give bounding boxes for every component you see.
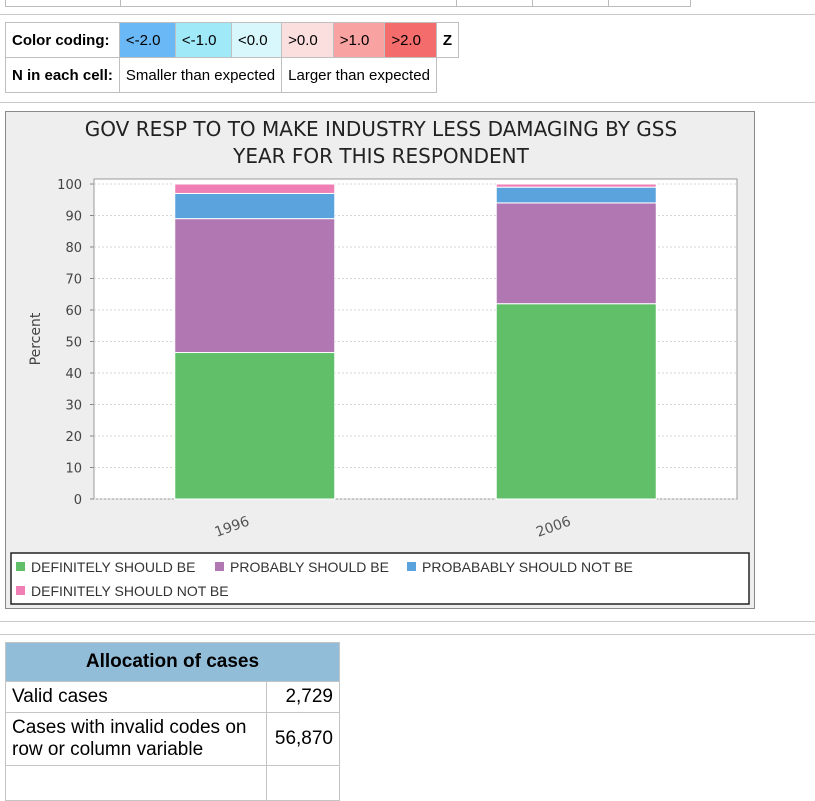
y-tick-label: 0 bbox=[74, 493, 82, 508]
table-row bbox=[5, 765, 340, 801]
legend-label: DEFINITELY SHOULD BE bbox=[31, 559, 195, 575]
y-axis-label: Percent bbox=[28, 312, 44, 365]
table-row: Valid cases 2,729 bbox=[5, 681, 340, 713]
row-label: Valid cases bbox=[5, 681, 267, 713]
legend-swatch bbox=[407, 562, 416, 571]
legend-label: DEFINITELY SHOULD NOT BE bbox=[31, 583, 229, 599]
y-tick-label: 80 bbox=[65, 241, 82, 256]
divider bbox=[0, 102, 815, 103]
bar-segment bbox=[495, 303, 657, 500]
bar-segment bbox=[174, 183, 336, 194]
bar-segment bbox=[174, 352, 336, 500]
y-tick-label: 30 bbox=[65, 399, 82, 414]
legend-swatch bbox=[16, 562, 25, 571]
allocation-table: Allocation of cases Valid cases 2,729 Ca… bbox=[5, 642, 340, 801]
table-row: Cases with invalid codes on row or colum… bbox=[5, 712, 340, 766]
z-bin-1: <-2.0 bbox=[118, 22, 176, 58]
legend-box bbox=[10, 552, 750, 605]
divider bbox=[0, 14, 815, 15]
row-label: Cases with invalid codes on row or colum… bbox=[5, 712, 267, 766]
divider bbox=[0, 621, 815, 622]
y-tick-label: 40 bbox=[65, 367, 82, 382]
z-bin-4: >0.0 bbox=[281, 22, 334, 58]
legend-swatch bbox=[16, 586, 25, 595]
row-value bbox=[266, 765, 340, 801]
legend-label: PROBABABLY SHOULD NOT BE bbox=[422, 559, 633, 575]
y-tick-label: 90 bbox=[65, 210, 82, 225]
x-tick-label: 2006 bbox=[534, 514, 573, 541]
larger-than-expected: Larger than expected bbox=[281, 57, 437, 93]
bar-segment bbox=[174, 192, 336, 220]
y-tick-label: 70 bbox=[65, 273, 82, 288]
allocation-header: Allocation of cases bbox=[5, 642, 340, 682]
stacked-bar-chart: GOV RESP TO TO MAKE INDUSTRY LESS DAMAGI… bbox=[10, 117, 750, 605]
z-bin-5: >1.0 bbox=[332, 22, 386, 58]
legend-swatch bbox=[215, 562, 224, 571]
y-tick-label: 100 bbox=[57, 178, 82, 193]
y-tick-label: 60 bbox=[65, 304, 82, 319]
chart-panel: GOV RESP TO TO MAKE INDUSTRY LESS DAMAGI… bbox=[5, 111, 755, 609]
z-bin-6: >2.0 bbox=[384, 22, 437, 58]
bar-segment bbox=[495, 183, 657, 188]
z-label: Z bbox=[435, 22, 460, 58]
bar-segment bbox=[174, 218, 336, 354]
y-tick-label: 20 bbox=[65, 430, 82, 445]
row-value: 2,729 bbox=[266, 681, 340, 713]
previous-table-bottom bbox=[5, 0, 691, 7]
smaller-than-expected: Smaller than expected bbox=[118, 57, 283, 93]
color-coding-legend: Color coding: <-2.0 <-1.0 <0.0 >0.0 >1.0… bbox=[5, 22, 460, 93]
bar-segment bbox=[495, 186, 657, 204]
z-bin-3: <0.0 bbox=[230, 22, 283, 58]
z-bin-2: <-1.0 bbox=[174, 22, 232, 58]
chart-title: GOV RESP TO TO MAKE INDUSTRY LESS DAMAGI… bbox=[85, 117, 677, 141]
n-label: N in each cell: bbox=[5, 57, 120, 93]
x-tick-label: 1996 bbox=[213, 514, 252, 541]
divider bbox=[0, 634, 815, 635]
y-tick-label: 10 bbox=[65, 462, 82, 477]
chart-title: YEAR FOR THIS RESPONDENT bbox=[232, 144, 529, 168]
row-value: 56,870 bbox=[266, 712, 340, 766]
legend-label: PROBABLY SHOULD BE bbox=[230, 559, 389, 575]
bar-segment bbox=[495, 202, 657, 305]
y-tick-label: 50 bbox=[65, 336, 82, 351]
row-label bbox=[5, 765, 267, 801]
color-coding-label: Color coding: bbox=[5, 22, 120, 58]
